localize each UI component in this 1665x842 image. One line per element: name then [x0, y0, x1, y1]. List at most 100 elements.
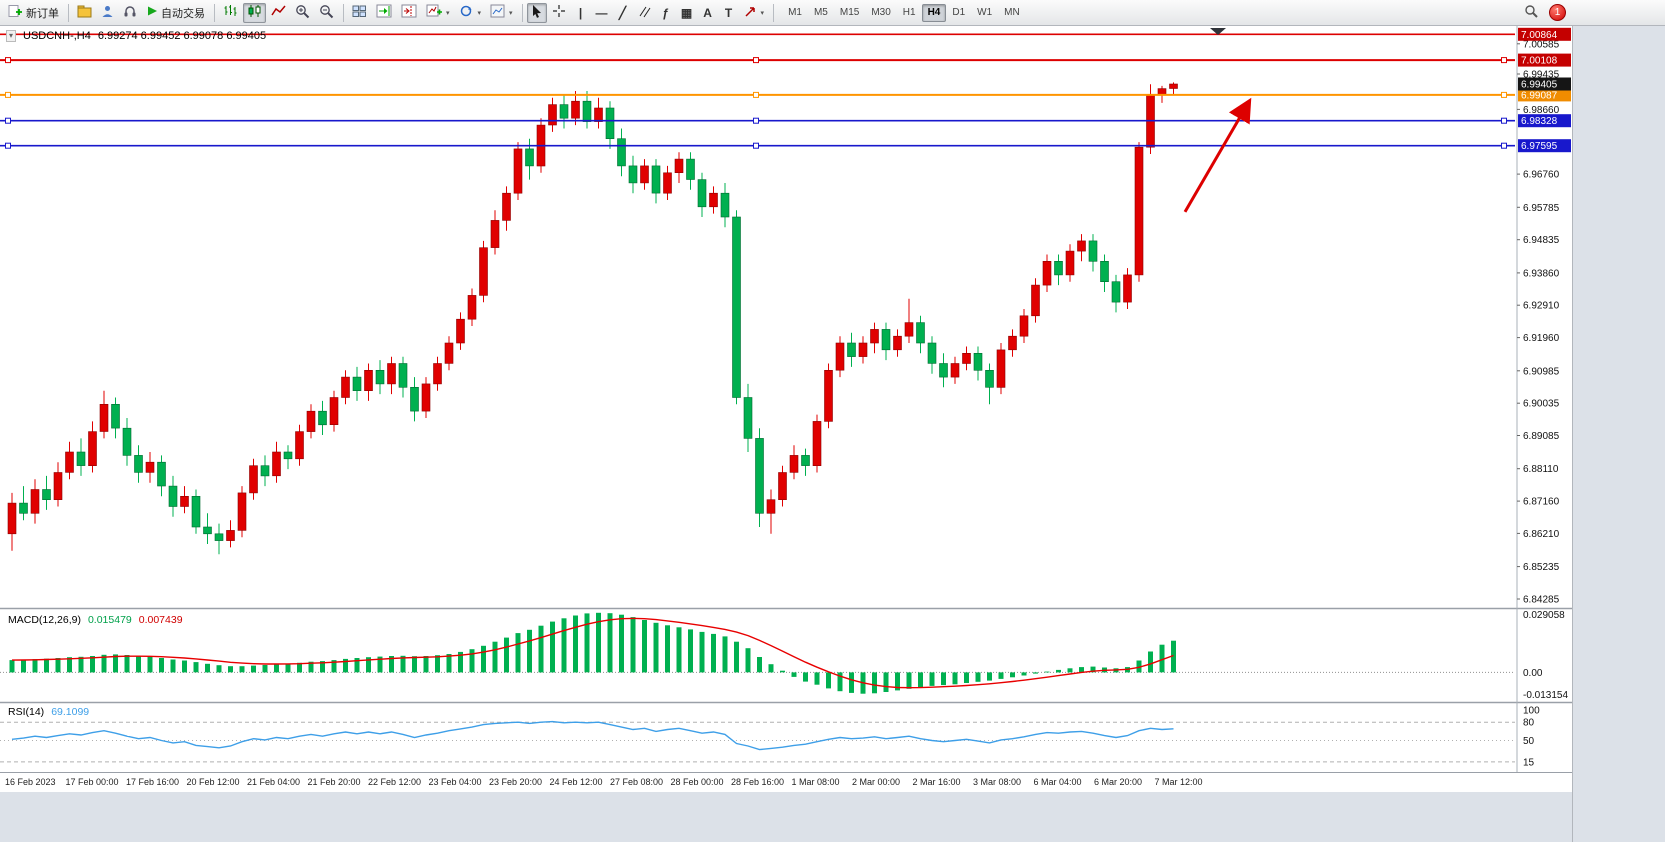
- zoom-out-button[interactable]: [315, 3, 338, 23]
- svg-text:6.90035: 6.90035: [1523, 399, 1560, 410]
- svg-text:1 Mar 08:00: 1 Mar 08:00: [792, 777, 840, 787]
- svg-text:6.89085: 6.89085: [1523, 431, 1560, 442]
- svg-text:24 Feb 12:00: 24 Feb 12:00: [550, 777, 603, 787]
- svg-text:0.00: 0.00: [1523, 668, 1543, 679]
- svg-text:-0.013154: -0.013154: [1523, 690, 1568, 701]
- svg-text:6.88110: 6.88110: [1523, 464, 1559, 475]
- price-axis[interactable]: 7.00585 6.99435 6.98660 6.96760 6.95785 6.948…: [1517, 27, 1571, 606]
- toolbar-separator: [773, 3, 775, 22]
- search-icon: [1524, 4, 1538, 21]
- support-button[interactable]: [119, 3, 141, 23]
- crosshair-tool-button[interactable]: [548, 3, 570, 23]
- chevron-down-icon: ▾: [477, 9, 482, 17]
- main-toolbar: 新订单 自动交易 ▾ ▾ ▾ | — ╱ ƒ ▦ A T ▾: [0, 0, 1665, 26]
- svg-text:6.90985: 6.90985: [1523, 366, 1560, 377]
- ohlc-values: 6.99274 6.99452 6.99078 6.99405: [97, 30, 267, 42]
- cursor-icon: [531, 4, 543, 21]
- svg-text:21 Feb 20:00: 21 Feb 20:00: [308, 777, 361, 787]
- candlestick-icon: [247, 4, 262, 21]
- chevron-down-icon: ▾: [446, 9, 450, 17]
- svg-text:6.93860: 6.93860: [1523, 268, 1560, 279]
- fibonacci-tool-button[interactable]: ƒ: [656, 3, 676, 23]
- templates-button[interactable]: ▾: [486, 3, 517, 23]
- person-icon: [101, 5, 114, 21]
- market-watch-button[interactable]: [97, 3, 118, 23]
- chart-shift-marker[interactable]: [1210, 28, 1226, 35]
- line-chart-mode-button[interactable]: [267, 3, 290, 23]
- tile-windows-button[interactable]: [348, 3, 371, 23]
- svg-text:6 Mar 20:00: 6 Mar 20:00: [1094, 777, 1142, 787]
- trendline-tool-button[interactable]: ╱: [613, 3, 633, 23]
- chevron-down-icon: ▾: [509, 9, 513, 17]
- timeframe-m30-button[interactable]: M30: [865, 4, 896, 22]
- search-button[interactable]: [1520, 3, 1542, 23]
- folder-icon: [77, 5, 92, 21]
- timeframe-m1-button[interactable]: M1: [782, 4, 808, 22]
- autotrade-button[interactable]: 自动交易: [142, 3, 209, 23]
- zoom-in-icon: [295, 4, 310, 22]
- timeframe-m15-button[interactable]: M15: [834, 4, 865, 22]
- toolbar-separator: [68, 3, 69, 22]
- channel-icon: [638, 5, 651, 21]
- vertical-line-tool-button[interactable]: |: [571, 3, 591, 23]
- svg-text:50: 50: [1523, 736, 1535, 747]
- arrows-tool-button[interactable]: ▾: [740, 3, 769, 23]
- chart-area: 7.00585 6.99435 6.98660 6.96760 6.95785 6.948…: [0, 26, 1665, 842]
- bar-chart-mode-button[interactable]: [219, 3, 242, 23]
- chart-shift-button[interactable]: [397, 3, 421, 23]
- timeframe-group: M1 M5 M15 M30 H1 H4 D1 W1 MN: [782, 3, 1026, 22]
- svg-text:3 Mar 08:00: 3 Mar 08:00: [973, 777, 1021, 787]
- auto-scroll-button[interactable]: [372, 3, 396, 23]
- time-axis[interactable]: 16 Feb 2023 17 Feb 00:00 17 Feb 16:00 20 Fe…: [5, 777, 1203, 787]
- svg-text:7.00585: 7.00585: [1523, 39, 1560, 50]
- autotrade-label: 自动交易: [161, 7, 205, 20]
- svg-text:6.96760: 6.96760: [1523, 170, 1560, 181]
- toolbar-separator: [521, 3, 523, 22]
- svg-text:6.85235: 6.85235: [1523, 562, 1560, 573]
- profiles-cycle-button[interactable]: ▾: [455, 3, 486, 23]
- text-tool-button[interactable]: A: [698, 3, 718, 23]
- zoom-in-button[interactable]: [291, 3, 314, 23]
- svg-text:6.91960: 6.91960: [1523, 333, 1560, 344]
- svg-text:6.98660: 6.98660: [1523, 105, 1560, 116]
- new-chart-button[interactable]: ▾: [422, 3, 454, 23]
- notification-badge[interactable]: 1: [1549, 4, 1566, 21]
- timeframe-d1-button[interactable]: D1: [946, 4, 971, 22]
- cursor-tool-button[interactable]: [526, 2, 547, 23]
- new-order-button[interactable]: 新订单: [4, 3, 63, 23]
- ohlc-bars-icon: [223, 4, 238, 21]
- collapse-icon[interactable]: ▾: [6, 30, 17, 42]
- new-order-label: 新订单: [26, 7, 59, 20]
- rsi-indicator-label: RSI(14) 69.1099: [8, 706, 89, 718]
- candlestick-mode-button[interactable]: [243, 2, 266, 23]
- svg-text:2 Mar 16:00: 2 Mar 16:00: [913, 777, 961, 787]
- rsi-value: 69.1099: [51, 706, 90, 718]
- macd-layer: 0.029058 0.00 -0.013154: [0, 610, 1568, 701]
- shapes-tool-button[interactable]: ▦: [677, 3, 697, 23]
- timeframe-m5-button[interactable]: M5: [808, 4, 834, 22]
- channel-tool-button[interactable]: [634, 3, 655, 23]
- timeframe-w1-button[interactable]: W1: [971, 4, 998, 22]
- arrow-object-icon: [744, 5, 757, 21]
- timeframe-h4-button[interactable]: H4: [921, 3, 947, 22]
- svg-text:100: 100: [1523, 706, 1540, 717]
- chart-canvas[interactable]: 7.00585 6.99435 6.98660 6.96760 6.95785 6.948…: [0, 26, 1665, 842]
- svg-text:28 Feb 00:00: 28 Feb 00:00: [671, 777, 724, 787]
- label-tool-button[interactable]: T: [719, 3, 739, 23]
- toolbar-separator: [343, 3, 344, 22]
- candles-layer: [7, 82, 1178, 555]
- chevron-down-icon: ▾: [760, 9, 765, 17]
- profiles-button[interactable]: [73, 3, 96, 23]
- rsi-name: RSI(14): [8, 706, 45, 718]
- svg-text:23 Feb 20:00: 23 Feb 20:00: [489, 777, 542, 787]
- svg-text:6.95785: 6.95785: [1523, 203, 1560, 214]
- levels-layer[interactable]: [0, 33, 1515, 149]
- horizontal-line-tool-button[interactable]: —: [592, 3, 612, 23]
- svg-text:6.99405: 6.99405: [1521, 80, 1558, 91]
- trend-arrow-object[interactable]: [1183, 97, 1252, 213]
- svg-text:6.99087: 6.99087: [1521, 90, 1558, 101]
- timeframe-mn-button[interactable]: MN: [998, 4, 1026, 22]
- chart-title-bar: ▾ USDCNH-,H4 6.99274 6.99452 6.99078 6.9…: [6, 30, 266, 42]
- timeframe-h1-button[interactable]: H1: [897, 4, 922, 22]
